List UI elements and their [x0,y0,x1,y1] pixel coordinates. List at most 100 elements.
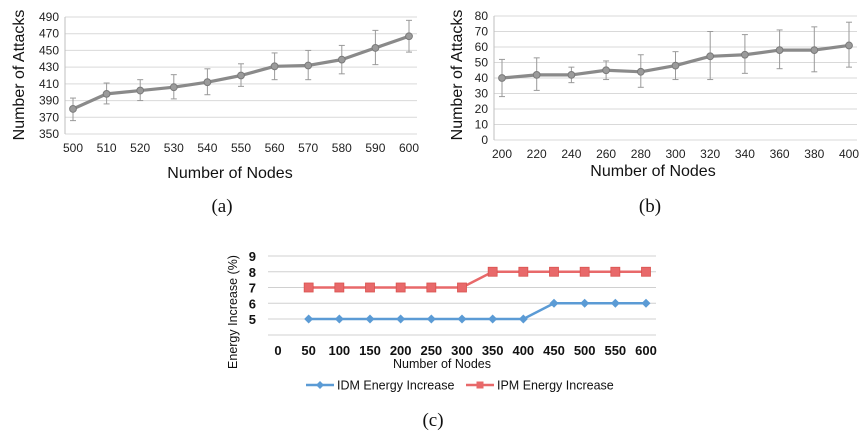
idm-data-point [457,314,467,324]
ipm-series-line [308,270,646,289]
legend-idm-label: IDM Energy Increase [337,379,454,393]
data-point [169,83,178,92]
x-tick-label: 450 [543,343,565,358]
x-tick-label: 150 [359,343,381,358]
chart-c-caption: (c) [422,410,443,431]
x-tick-label: 300 [451,343,473,358]
y-tick-label: 30 [475,87,489,101]
y-tick-label: 370 [39,110,59,124]
x-tick-label: 200 [492,147,512,161]
y-tick-label: 450 [39,43,59,57]
y-tick-label: 0 [481,133,488,147]
x-tick-label: 580 [332,141,352,155]
data-point [567,71,576,79]
y-tick-label: 6 [249,296,256,311]
idm-data-point [488,314,498,324]
y-tick-label: 5 [249,312,256,327]
ipm-data-point [518,266,529,277]
ipm-data-point [487,266,498,277]
chart-c-y-axis-title: Energy Increase (%) [226,255,240,369]
y-tick-label: 350 [39,127,59,141]
ipm-data-point [395,282,406,293]
chart-a-y-ticks: 350 370 390 410 430 450 470 490 [39,10,59,141]
data-point [237,71,245,80]
chart-b-caption: (b) [639,196,661,217]
idm-data-point [518,314,528,324]
data-point [602,66,610,75]
chart-a-error-bars [70,19,412,122]
x-tick-label: 530 [164,141,184,155]
data-point [203,78,212,87]
x-tick-label: 220 [527,147,547,161]
x-tick-label: 570 [298,141,318,155]
x-tick-label: 560 [265,141,285,155]
x-tick-label: 400 [839,147,859,161]
ipm-data-point [641,266,651,277]
idm-data-point [304,314,314,324]
x-tick-label: 350 [482,343,504,358]
x-tick-label: 250 [420,343,442,358]
data-point [405,32,413,41]
x-tick-label: 260 [596,147,616,161]
y-tick-label: 7 [249,281,256,296]
data-point [337,55,346,64]
chart-b-series [498,41,853,82]
x-tick-label: 540 [197,141,217,155]
chart-a-x-ticks: 500 510 520 530 540 550 560 570 580 590 600 [63,141,419,155]
x-tick-label: 320 [700,147,720,161]
ipm-data-point [426,282,437,293]
chart-b-error-bars [499,21,852,98]
x-tick-label: 500 [63,141,83,155]
idm-data-point [549,298,559,308]
data-point [671,61,680,70]
chart-a-series [69,32,413,113]
y-tick-label: 20 [475,102,489,116]
x-tick-label: 50 [301,343,315,358]
chart-b-x-ticks: 200 220 240 260 280 300 320 340 360 380 400 [492,147,859,161]
idm-data-point [610,298,620,308]
data-point [102,89,111,98]
y-tick-label: 470 [39,27,59,41]
chart-a-y-axis-title: Number of Attacks [11,10,28,141]
chart-c-legend: IDM Energy Increase IPM Energy Increase [306,379,614,393]
y-tick-label: 9 [249,249,256,264]
ipm-data-point [365,282,375,293]
chart-c-x-ticks: 0 50 100 150 200 250 300 350 400 450 500 550 600 [274,343,656,358]
data-point [532,71,541,79]
y-tick-label: 50 [475,56,489,70]
legend-idm-swatch-marker [316,381,324,389]
x-tick-label: 510 [97,141,117,155]
x-tick-label: 550 [604,343,626,358]
x-tick-label: 200 [390,343,412,358]
data-point [741,50,749,59]
ipm-data-point [549,266,559,277]
ipm-data-point [457,282,467,293]
x-tick-label: 400 [512,343,534,358]
x-tick-label: 550 [231,141,251,155]
idm-data-point [334,314,344,324]
idm-series-line [308,302,646,321]
idm-data-point [396,314,406,324]
ipm-data-point [303,282,314,293]
data-point [270,62,279,71]
x-tick-label: 590 [365,141,385,155]
data-point [636,67,645,76]
data-point [845,41,853,50]
x-tick-label: 240 [561,147,581,161]
ipm-data-point [579,266,590,277]
x-tick-label: 500 [574,343,596,358]
x-tick-label: 100 [328,343,350,358]
x-tick-label: 0 [274,343,281,358]
chart-a: 350 370 390 410 430 450 470 490 500 510 520 530 540… [11,10,419,217]
data-point [69,105,77,113]
y-tick-label: 10 [475,118,489,132]
idm-data-point [641,298,651,308]
chart-c-series [303,266,651,324]
y-tick-label: 60 [475,40,489,54]
data-point [775,46,784,54]
